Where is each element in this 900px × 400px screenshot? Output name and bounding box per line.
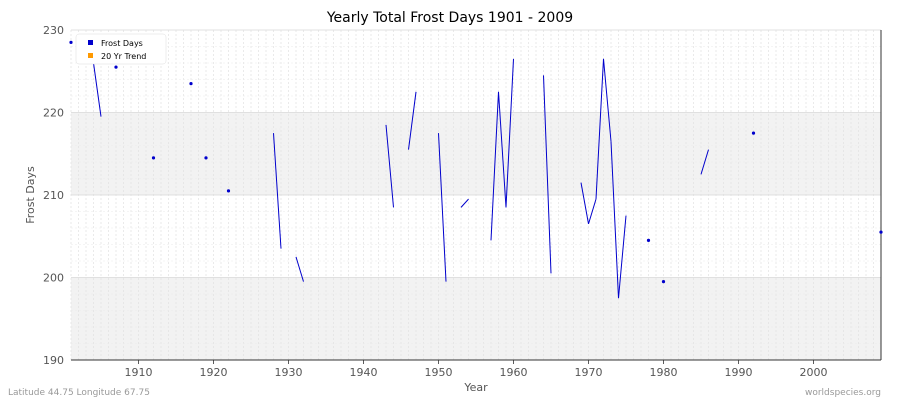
frost-days-segment bbox=[93, 62, 102, 117]
x-tick-label: 1960 bbox=[500, 366, 528, 379]
frost-days-point bbox=[661, 280, 666, 284]
y-tick-label: 200 bbox=[43, 272, 64, 285]
x-tick-label: 1980 bbox=[650, 366, 678, 379]
legend-swatch-20yr-trend bbox=[88, 53, 93, 58]
frost-days-point bbox=[879, 230, 883, 234]
x-tick-label: 1940 bbox=[350, 366, 378, 379]
frost-days-segment bbox=[603, 58, 612, 142]
frost-days-segment bbox=[490, 91, 499, 241]
x-axis-title: Year bbox=[463, 381, 488, 394]
frost-days-segment bbox=[580, 182, 589, 224]
frost-days-segment bbox=[610, 141, 619, 299]
frost-days-point bbox=[204, 156, 208, 160]
frost-days-point bbox=[189, 82, 193, 86]
frost-days-point bbox=[151, 156, 156, 160]
frost-days-segment bbox=[700, 149, 709, 175]
y-tick-label: 190 bbox=[43, 354, 64, 367]
frost-days-point bbox=[114, 65, 118, 69]
frost-days-segment bbox=[618, 215, 627, 299]
legend-label-20yr-trend: 20 Yr Trend bbox=[101, 52, 146, 61]
frost-days-segment bbox=[408, 91, 417, 150]
frost-days-segment bbox=[460, 198, 469, 208]
y-tick-label: 220 bbox=[43, 107, 64, 120]
chart-title: Yearly Total Frost Days 1901 - 2009 bbox=[326, 10, 573, 26]
frost-days-point bbox=[69, 40, 73, 44]
frost-days-segment bbox=[498, 91, 507, 208]
legend-label-frost-days: Frost Days bbox=[101, 39, 143, 48]
horizontal-gridlines bbox=[71, 29, 881, 361]
y-tick-label: 210 bbox=[43, 189, 64, 202]
x-tick-label: 1920 bbox=[200, 366, 228, 379]
frost-days-point bbox=[751, 131, 756, 135]
y-tick-labels: 190 200 210 220 230 bbox=[43, 24, 64, 367]
footer-source: worldspecies.org bbox=[805, 388, 881, 398]
frost-days-segment bbox=[295, 256, 304, 282]
frost-days-point bbox=[646, 238, 651, 242]
x-tick-label: 1910 bbox=[125, 366, 153, 379]
legend-swatch-frost-days bbox=[88, 40, 93, 45]
x-tick-label: 1970 bbox=[575, 366, 603, 379]
legend: Frost Days 20 Yr Trend bbox=[75, 33, 167, 65]
x-tick-label: 1930 bbox=[275, 366, 303, 379]
y-axis-title: Frost Days bbox=[24, 166, 37, 224]
frost-days-segment bbox=[588, 198, 597, 225]
frost-days-point bbox=[226, 189, 231, 193]
frost-days-segment bbox=[543, 75, 552, 274]
x-tick-labels: 1910 1920 1930 1940 1950 1960 1970 1980 1990 2000 bbox=[125, 360, 828, 379]
series-layer bbox=[69, 40, 883, 299]
frost-days-segment bbox=[385, 124, 394, 208]
x-tick-label: 1990 bbox=[725, 366, 753, 379]
y-tick-label: 230 bbox=[43, 24, 64, 37]
x-tick-label: 2000 bbox=[800, 366, 828, 379]
frost-days-segment bbox=[505, 58, 514, 208]
legend-box bbox=[75, 33, 167, 65]
frost-days-segment bbox=[595, 58, 604, 200]
frost-days-segment bbox=[273, 133, 282, 249]
frost-days-segment bbox=[438, 133, 447, 282]
footer-location: Latitude 44.75 Longitude 67.75 bbox=[8, 388, 150, 398]
x-tick-label: 1950 bbox=[425, 366, 453, 379]
